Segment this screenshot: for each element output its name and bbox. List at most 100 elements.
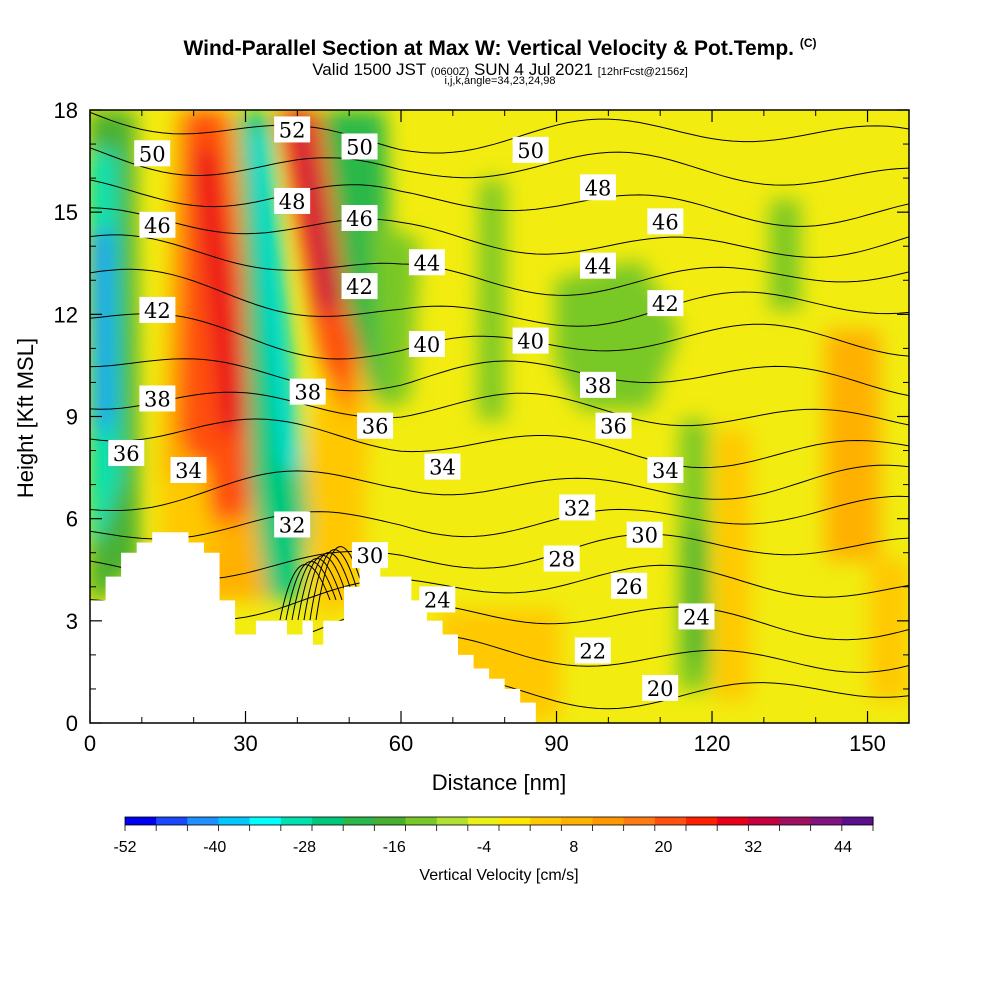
contour-label-text: 36 [113,442,140,466]
contour-label-bg [139,211,176,238]
contour-label: 42 [341,273,378,300]
contour-label-text: 46 [346,207,373,231]
velocity-cell [715,430,750,700]
theta-contour-closed [291,558,343,621]
contour-label: 50 [134,140,171,167]
contour-label-text: 48 [279,190,306,214]
contour-label-bg [626,521,663,548]
contour-label-bg [289,378,326,405]
contour-label-bg [170,456,207,483]
contour-label: 44 [408,249,445,276]
x-tick-label: 0 [84,731,96,756]
x-axis-label: Distance [nm] [432,770,567,795]
x-tick-label: 60 [389,731,413,756]
contour-label-bg [543,545,580,572]
contour-label-text: 20 [647,677,674,701]
colorbar-swatch [156,817,188,825]
colorbar-swatch [374,817,407,825]
theta-contour-46 [90,207,909,258]
velocity-cell [195,150,245,440]
colorbar-tick-label: 44 [834,839,852,856]
contour-label: 22 [574,637,611,664]
colorbar-swatch [686,817,718,825]
colorbar-tick-label: -4 [477,839,491,856]
y-tick-label: 9 [66,405,78,430]
contour-label-bg [647,290,684,317]
contour-label-bg [611,572,648,599]
colorbar-swatch [343,817,375,825]
colorbar-tick-label: -28 [293,839,316,856]
velocity-cell [825,330,880,560]
colorbar-tick-label: 8 [569,839,578,856]
copyright-mark: (C) [799,36,817,50]
contour-label-text: 42 [346,275,373,299]
chart-title: Wind-Parallel Section at Max W: Vertical… [183,36,817,60]
contour-label: 20 [642,674,679,701]
chart-index-note: i,j,k,angle=34,23,24,98 [444,75,556,87]
contour-label: 34 [170,456,207,483]
colorbar-swatch [436,817,469,825]
theta-contour-40 [90,313,909,360]
colorbar-swatch [841,817,874,825]
contour-label: 42 [139,296,176,323]
contour-label-bg [419,586,456,613]
colorbar-swatch [125,817,157,825]
contour-label-bg [108,439,145,466]
velocity-cell [370,220,420,410]
contour-label-text: 38 [144,387,171,411]
contour-label-text: 52 [279,118,306,142]
contour-label: 46 [139,211,176,238]
contour-label: 32 [274,511,311,538]
contour-label-text: 34 [429,456,456,480]
y-axis-label: Height [Kft MSL] [13,338,38,498]
contour-label: 34 [647,456,684,483]
contour-label-text: 48 [585,176,612,200]
y-tick-label: 0 [66,711,78,736]
contour-label: 46 [341,204,378,231]
contour-label-text: 24 [683,605,710,629]
contour-label-text: 50 [346,135,373,159]
contour-label-bg [678,603,715,630]
colorbar-tick-label: 32 [744,839,762,856]
colorbar-swatch [748,817,781,825]
contour-label: 30 [626,521,663,548]
contour-label-text: 46 [144,214,171,238]
theta-contour-50 [90,147,909,186]
contour-label-bg [274,116,311,143]
contour-label: 26 [611,572,648,599]
contour-label: 32 [559,494,596,521]
contour-label-text: 32 [564,496,591,520]
colorbar-swatch [405,817,438,825]
contour-label-text: 30 [357,544,384,568]
colorbar-swatch [187,817,220,825]
colorbar-swatch [717,817,749,825]
colorbar-tick-label: -40 [203,839,226,856]
colorbar-swatch [530,817,562,825]
contour-label-text: 32 [279,513,306,537]
terrain [90,532,536,723]
contour-label-text: 38 [294,381,321,405]
colorbar-tick-label: -16 [383,839,406,856]
colorbar-swatch [218,817,251,825]
contour-label-text: 46 [652,210,679,234]
contour-label-bg [341,133,378,160]
contour-label-bg [647,208,684,235]
contour-label-text: 34 [175,459,202,483]
contour-label: 40 [512,327,549,354]
contour-label-text: 36 [362,415,389,439]
theta-contour-36 [90,391,909,427]
contour-label-text: 42 [652,292,679,316]
contour-label-text: 44 [414,251,441,275]
contour-label: 42 [647,290,684,317]
contour-label: 52 [274,116,311,143]
colorbar-swatch [592,817,625,825]
contour-label-text: 30 [631,524,658,548]
contour-label-bg [574,637,611,664]
theta-contour-32 [90,464,909,511]
y-tick-label: 15 [54,200,78,225]
velocity-cell [688,530,706,660]
theta-contour-42 [90,268,909,327]
colorbar-swatch [779,817,812,825]
contour-label-text: 24 [424,588,451,612]
